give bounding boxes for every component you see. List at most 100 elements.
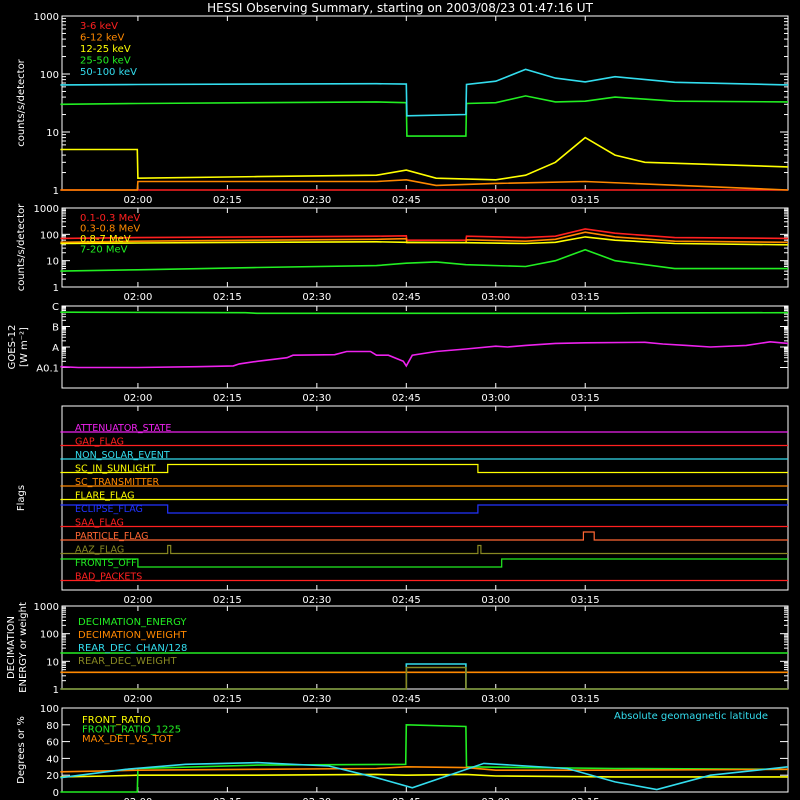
x-tick-label: 02:15 xyxy=(213,292,242,303)
legend-entry: DECIMATION_ENERGY xyxy=(78,617,187,628)
x-tick-label: 02:45 xyxy=(392,195,421,206)
y-tick-label: A0.1 xyxy=(36,364,59,375)
series-line-1 xyxy=(60,178,789,191)
y-tick-label: A xyxy=(52,343,59,354)
x-tick-label: 02:45 xyxy=(392,393,421,404)
flag-label: SC_TRANSMITTER xyxy=(75,477,160,488)
flag-label: FLARE_FLAG xyxy=(75,491,135,502)
y-tick-label: 1 xyxy=(53,283,59,294)
y-tick-label: 1000 xyxy=(34,12,59,23)
panel-lowE: 02:00 02:15 02:30 02:45 03:00 03:15 counts/s/d… xyxy=(16,12,789,206)
series-line-3 xyxy=(60,666,788,690)
y-tick-label: 80 xyxy=(46,721,59,732)
panel-frame xyxy=(61,707,789,793)
y-tick-label: C xyxy=(52,302,59,313)
y-axis-label: GOES-12 xyxy=(7,325,18,370)
panel-frame xyxy=(61,305,789,389)
series-line-1 xyxy=(60,340,789,369)
y-tick-label: 10 xyxy=(46,128,59,139)
panel-flags: 02:00 02:15 02:30 02:45 03:00 03:15 Flags ATTEN… xyxy=(16,405,789,606)
y-tick-label: 1000 xyxy=(34,204,59,215)
y-axis-label-2: [W m⁻²] xyxy=(19,327,30,367)
flag-label: ECLIPSE_FLAG xyxy=(75,504,143,515)
y-tick-label: 10 xyxy=(46,257,59,268)
x-tick-label: 03:15 xyxy=(571,393,600,404)
flag-line-10 xyxy=(60,558,788,568)
x-tick-label: 02:30 xyxy=(302,595,331,606)
x-tick-label: 02:00 xyxy=(124,195,153,206)
y-tick-label: 40 xyxy=(46,754,59,765)
x-tick-label: 02:15 xyxy=(213,595,242,606)
x-tick-label: 03:00 xyxy=(481,393,510,404)
x-tick-label: 03:00 xyxy=(481,292,510,303)
panel-decim: 02:00 02:15 02:30 02:45 03:00 03:15 DECIMATION… xyxy=(6,602,789,705)
flag-label: PARTICLE_FLAG xyxy=(75,531,148,542)
flag-label: SC_IN_SUNLIGHT xyxy=(75,464,156,475)
y-tick-label: 1 xyxy=(53,685,59,696)
y-tick-label: 20 xyxy=(46,771,59,782)
flag-line-6 xyxy=(60,504,788,514)
flag-line-9 xyxy=(60,544,788,555)
x-tick-label: 03:00 xyxy=(481,195,510,206)
x-tick-label: 02:00 xyxy=(124,694,153,705)
annotation: Absolute geomagnetic latitude xyxy=(614,711,768,722)
flag-label: AAZ_FLAG xyxy=(75,545,124,556)
x-tick-label: 03:00 xyxy=(481,797,510,800)
panel-ratio: 02:00 02:15 02:30 02:45 03:00 03:15 Degrees or… xyxy=(16,704,789,800)
panel-goes: 02:00 02:15 02:30 02:45 03:00 03:15 GOES-12 [W … xyxy=(7,302,789,404)
legend-entry: DECIMATION_WEIGHT xyxy=(78,630,187,641)
flag-line-8 xyxy=(60,531,788,541)
legend-entry: REAR_DEC_WEIGHT xyxy=(78,656,177,667)
x-tick-label: 03:15 xyxy=(571,797,600,800)
y-tick-label: 1 xyxy=(53,186,59,197)
y-axis-label: Degrees or % xyxy=(16,716,27,784)
y-tick-label: 10 xyxy=(46,657,59,668)
x-tick-label: 02:30 xyxy=(302,292,331,303)
y-tick-label: 100 xyxy=(40,70,59,81)
flag-label: BAD_PACKETS xyxy=(75,572,142,583)
series-line-1 xyxy=(60,231,789,244)
y-tick-label: 100 xyxy=(40,630,59,641)
legend-entry: 6-12 keV xyxy=(80,33,124,44)
y-tick-label: 100 xyxy=(40,230,59,241)
x-tick-label: 02:00 xyxy=(124,797,153,800)
x-tick-label: 03:00 xyxy=(481,694,510,705)
series-line-3 xyxy=(60,761,789,791)
x-tick-label: 02:00 xyxy=(124,292,153,303)
flag-label: SAA_FLAG xyxy=(75,518,124,529)
panel-frame xyxy=(61,405,789,591)
x-tick-label: 02:15 xyxy=(213,195,242,206)
x-tick-label: 02:45 xyxy=(392,797,421,800)
x-tick-label: 02:45 xyxy=(392,292,421,303)
series-line-4 xyxy=(60,68,789,117)
x-tick-label: 02:15 xyxy=(213,694,242,705)
plot-title: HESSI Observing Summary, starting on 200… xyxy=(207,1,593,15)
y-tick-label: 60 xyxy=(46,738,59,749)
series-line-0 xyxy=(60,228,789,241)
legend-entry: 3-6 keV xyxy=(80,21,118,32)
flag-label: FRONTS_OFF xyxy=(75,558,137,569)
series-line-0 xyxy=(60,311,789,315)
panel-frame xyxy=(61,207,789,288)
legend-entry: 0.3-0.8 MeV xyxy=(80,224,140,235)
x-tick-label: 02:45 xyxy=(392,595,421,606)
y-tick-label: 1000 xyxy=(34,602,59,613)
flag-label: NON_SOLAR_EVENT xyxy=(75,450,170,461)
x-tick-label: 02:45 xyxy=(392,694,421,705)
x-tick-label: 02:00 xyxy=(124,595,153,606)
flag-line-3 xyxy=(60,463,788,474)
x-tick-label: 02:15 xyxy=(213,797,242,800)
panel-highE: 02:00 02:15 02:30 02:45 03:00 03:15 counts/s/d… xyxy=(16,203,789,303)
y-tick-label: B xyxy=(52,323,59,334)
legend-entry: 12-25 keV xyxy=(80,44,131,55)
legend-entry: 0.8-7 MeV xyxy=(80,234,131,245)
legend-entry: 50-100 keV xyxy=(80,67,137,78)
legend-entry: FRONT_RATIO xyxy=(82,715,151,726)
x-tick-label: 02:15 xyxy=(213,393,242,404)
x-tick-label: 03:15 xyxy=(571,292,600,303)
legend-entry: 7-20 MeV xyxy=(80,245,128,256)
flag-label: ATTENUATOR_STATE xyxy=(75,423,171,434)
y-axis-label-2: ENERGY or weight xyxy=(18,602,29,693)
y-tick-label: 100 xyxy=(40,704,59,715)
